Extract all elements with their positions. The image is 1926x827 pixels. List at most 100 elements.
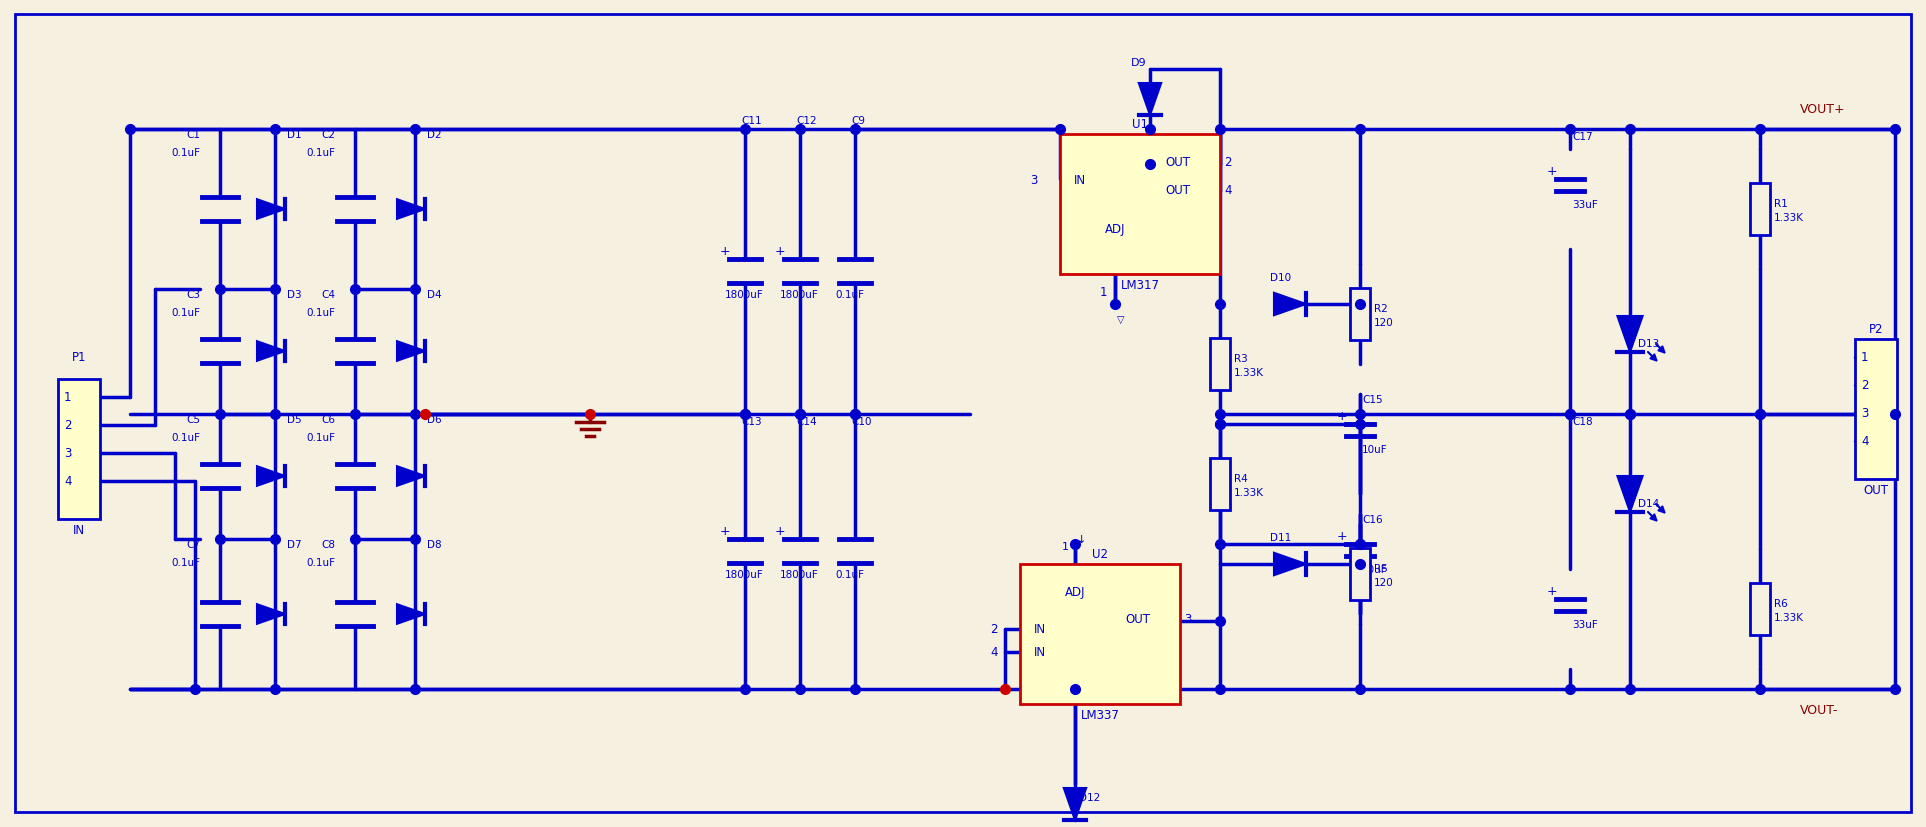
Text: R3: R3	[1235, 354, 1248, 364]
Text: ↓: ↓	[1077, 534, 1086, 544]
Text: D9: D9	[1131, 58, 1146, 68]
Text: C14: C14	[795, 417, 817, 427]
Text: +: +	[1547, 165, 1558, 178]
Text: 2: 2	[990, 623, 998, 636]
Text: C16: C16	[1362, 514, 1383, 524]
Text: C3: C3	[187, 289, 200, 299]
Text: 0.1uF: 0.1uF	[171, 433, 200, 442]
Text: 4: 4	[990, 646, 998, 658]
Polygon shape	[397, 342, 426, 361]
Text: +: +	[1547, 585, 1558, 597]
Text: C11: C11	[742, 116, 761, 126]
Bar	[1350, 289, 1369, 341]
Text: D2: D2	[428, 130, 441, 140]
Text: C15: C15	[1362, 394, 1383, 404]
Text: 2: 2	[1861, 379, 1868, 392]
Text: U1: U1	[1132, 118, 1148, 131]
Polygon shape	[1618, 317, 1643, 352]
Text: 10uF: 10uF	[1362, 564, 1387, 574]
Text: D10: D10	[1269, 273, 1290, 283]
Text: C4: C4	[322, 289, 335, 299]
Text: D6: D6	[428, 414, 441, 424]
Text: LM317: LM317	[1121, 279, 1159, 292]
Text: +: +	[720, 245, 730, 258]
Polygon shape	[256, 342, 285, 361]
Bar	[1059, 135, 1219, 275]
Text: 3: 3	[1861, 407, 1868, 420]
Text: 0.1uF: 0.1uF	[306, 557, 335, 567]
Text: D1: D1	[287, 130, 302, 140]
Text: IN: IN	[73, 523, 85, 537]
Text: ▽: ▽	[1117, 314, 1125, 325]
Bar	[1021, 564, 1181, 704]
Text: 10uF: 10uF	[1362, 444, 1387, 455]
Text: IN: IN	[1034, 623, 1046, 636]
Text: C10: C10	[851, 417, 871, 427]
Text: D4: D4	[428, 289, 441, 299]
Text: 1: 1	[1100, 286, 1107, 299]
Text: 1800uF: 1800uF	[780, 289, 819, 299]
Text: C18: C18	[1572, 417, 1593, 427]
Polygon shape	[1618, 476, 1643, 513]
Text: 1.33K: 1.33K	[1235, 367, 1263, 378]
Text: OUT: OUT	[1125, 613, 1150, 626]
Text: 33uF: 33uF	[1572, 619, 1599, 629]
Text: 1.33K: 1.33K	[1774, 213, 1805, 222]
Text: C7: C7	[187, 539, 200, 549]
Text: OUT: OUT	[1864, 484, 1889, 496]
Text: C6: C6	[322, 414, 335, 424]
Text: VOUT+: VOUT+	[1801, 103, 1845, 116]
Text: 1800uF: 1800uF	[724, 569, 765, 579]
Text: C2: C2	[322, 130, 335, 140]
Polygon shape	[397, 466, 426, 486]
Text: OUT: OUT	[1165, 156, 1190, 170]
Text: OUT: OUT	[1165, 184, 1190, 196]
Polygon shape	[1273, 553, 1306, 576]
Text: 4: 4	[1861, 435, 1868, 448]
Text: VOUT-: VOUT-	[1801, 703, 1839, 716]
Text: +: +	[1337, 409, 1348, 423]
Polygon shape	[256, 466, 285, 486]
Text: P2: P2	[1868, 323, 1884, 336]
Polygon shape	[1138, 84, 1161, 116]
Text: U2: U2	[1092, 547, 1107, 561]
Text: D12: D12	[1079, 792, 1100, 802]
Text: 1.33K: 1.33K	[1774, 612, 1805, 622]
Polygon shape	[1273, 294, 1306, 316]
Text: 1800uF: 1800uF	[724, 289, 765, 299]
Text: D14: D14	[1637, 499, 1660, 509]
Text: D5: D5	[287, 414, 302, 424]
Text: +: +	[1337, 529, 1348, 543]
Text: 3: 3	[1184, 613, 1192, 626]
Text: 4: 4	[64, 475, 71, 488]
Text: D3: D3	[287, 289, 302, 299]
Text: R5: R5	[1373, 563, 1389, 573]
Text: 0.1uF: 0.1uF	[306, 308, 335, 318]
Text: 0.1uF: 0.1uF	[171, 148, 200, 158]
Text: R6: R6	[1774, 598, 1787, 609]
Text: C1: C1	[187, 130, 200, 140]
Text: 3: 3	[1030, 174, 1038, 186]
Text: 2: 2	[1225, 156, 1231, 170]
Polygon shape	[256, 605, 285, 624]
Text: D7: D7	[287, 539, 302, 549]
Text: +: +	[774, 524, 786, 538]
Bar	[1210, 338, 1231, 390]
Text: C13: C13	[742, 417, 761, 427]
Text: D11: D11	[1269, 533, 1290, 543]
Polygon shape	[1063, 788, 1086, 820]
Text: 120: 120	[1373, 318, 1394, 327]
Text: C9: C9	[851, 116, 865, 126]
Polygon shape	[256, 200, 285, 219]
Text: 1: 1	[1861, 351, 1868, 364]
Text: ADJ: ADJ	[1065, 586, 1086, 599]
Text: 1: 1	[1061, 542, 1069, 552]
Polygon shape	[397, 200, 426, 219]
Text: 1: 1	[64, 391, 71, 404]
Bar	[58, 380, 100, 519]
Polygon shape	[397, 605, 426, 624]
Text: D8: D8	[428, 539, 441, 549]
Text: C8: C8	[322, 539, 335, 549]
Text: 0.1uF: 0.1uF	[171, 557, 200, 567]
Text: C5: C5	[187, 414, 200, 424]
